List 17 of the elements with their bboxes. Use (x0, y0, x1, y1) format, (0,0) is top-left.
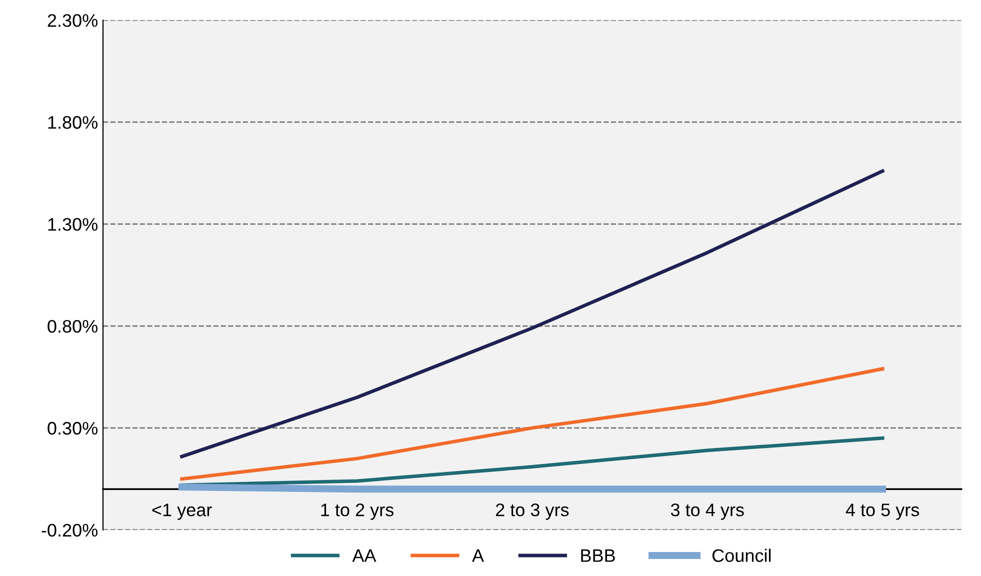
legend-label: AA (352, 549, 376, 562)
y-tick-label: 2.30% (48, 14, 98, 27)
x-tick-label: 4 to 5 yrs (846, 504, 920, 520)
x-tick-label: 2 to 3 yrs (496, 504, 569, 520)
legend-label: BBB (581, 549, 615, 562)
x-tick-label: <1 year (152, 504, 212, 520)
legend-label: Council (712, 548, 771, 562)
line-series (180, 367, 884, 481)
x-tick-label: 1 to 2 yrs (321, 504, 394, 520)
x-tick-label: 3 to 4 yrs (670, 504, 744, 520)
y-tick-label: 1.80% (48, 116, 98, 129)
y-tick-label: -0.20% (42, 524, 98, 537)
line-series (180, 169, 884, 458)
y-tick-label: 0.30% (48, 422, 98, 435)
y-tick-label: 1.30% (48, 218, 98, 231)
y-tick-label: 0.80% (48, 320, 98, 333)
legend-label: A (472, 549, 484, 562)
